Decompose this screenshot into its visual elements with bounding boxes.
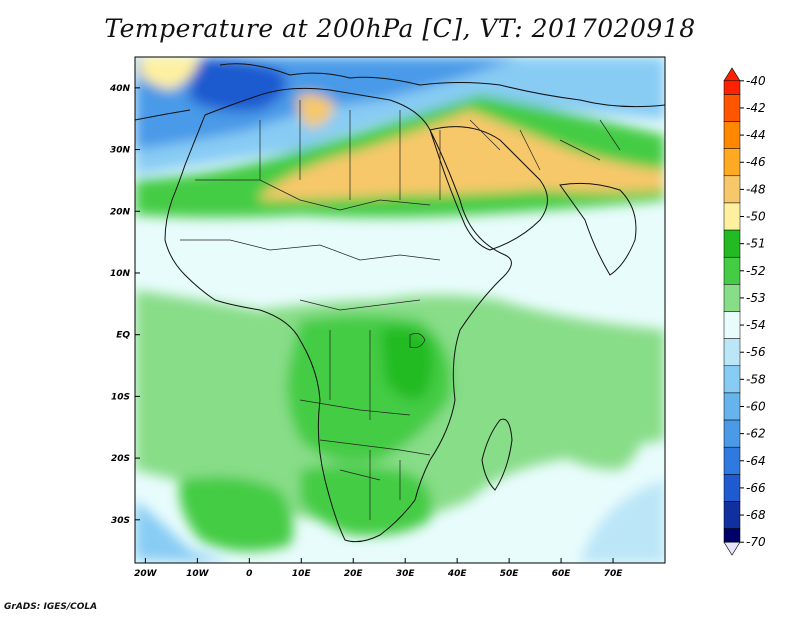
colorbar-label: -60: [746, 399, 766, 413]
colorbar-label: -40: [746, 74, 766, 88]
x-tick-label: 0: [246, 569, 252, 579]
colorbar-swatch: [723, 94, 741, 122]
colorbar-swatch: [723, 419, 741, 448]
x-tick-label: 10W: [186, 569, 210, 579]
colorbar-swatch: [723, 338, 741, 367]
x-axis: 20W 10W 0 10E 20E 30E 40E 50E 60E 70E: [134, 558, 623, 579]
colorbar-label: -50: [746, 210, 766, 224]
y-tick-label: 30N: [110, 146, 131, 156]
colorbar-swatch: [723, 229, 741, 258]
colorbar-swatch: [723, 80, 741, 95]
field-zone-east-pale: [500, 245, 628, 300]
colorbar-swatch: [723, 392, 741, 421]
y-tick-label: 20S: [111, 454, 130, 464]
x-tick-label: 40E: [447, 569, 468, 579]
x-tick-label: 60E: [552, 569, 572, 579]
y-tick-label: 10N: [110, 269, 131, 279]
colorbar-max-arrow: [723, 67, 741, 82]
colorbar-swatch: [723, 528, 741, 543]
africa-coastline: [164, 87, 512, 543]
x-tick-label: 20E: [344, 569, 364, 579]
border-sahel: [180, 239, 441, 261]
colorbar-swatch: [723, 284, 741, 312]
field-patch-atlas-warm: [297, 93, 335, 128]
arabian-peninsula-coastline: [429, 126, 548, 251]
x-tick-label: 70E: [604, 569, 624, 579]
colorbar-swatch: [723, 175, 741, 204]
y-tick-label: 10S: [111, 392, 130, 402]
border-central: [299, 299, 421, 420]
colorbar-label: -48: [746, 182, 766, 196]
field-core-rift-valley: [380, 326, 434, 400]
colorbar-swatch: [723, 365, 741, 394]
x-tick-label: 10E: [292, 569, 312, 579]
country-borders: [180, 100, 621, 520]
y-axis: 40N 30N 20N 10N EQ 10S 20S 30S: [109, 84, 140, 526]
y-tick-label: 30S: [111, 516, 130, 526]
border-sahara: [195, 179, 431, 211]
y-tick-label: 20N: [110, 207, 131, 217]
field-core-north-coldest: [190, 58, 287, 112]
x-tick-label: 50E: [500, 569, 520, 579]
colorbar-swatch: [723, 148, 741, 177]
colorbar-label: -46: [746, 155, 766, 169]
colorbar-swatch: [723, 256, 741, 285]
colorbar-label: -53: [746, 291, 766, 305]
field-zone-indian-ocean: [540, 387, 643, 470]
border-middle-east: [469, 119, 621, 171]
colorbar-label: -66: [746, 481, 766, 495]
colorbar-label: -44: [746, 128, 766, 142]
colorbar-min-arrow: [723, 541, 741, 556]
europe-coastline: [135, 63, 665, 121]
colorbar: -40 -42 -44 -46 -48 -50 -51 -52 -53 -54 -56 -58 -60 -…: [723, 67, 766, 556]
field-zone-south-atlantic: [179, 476, 294, 552]
lake-victoria: [409, 333, 426, 349]
colorbar-swatch: [723, 121, 741, 149]
colorbar-label: -56: [746, 345, 766, 359]
colorbar-label: -52: [746, 264, 766, 278]
colorbar-label: -70: [746, 535, 766, 549]
field-patch-atlantic-warm: [140, 57, 200, 90]
plot-frame: [134, 56, 666, 564]
border-south: [319, 439, 431, 520]
madagascar-coastline: [481, 418, 513, 491]
y-tick-label: EQ: [116, 331, 130, 341]
colorbar-swatch: [723, 311, 741, 339]
grads-credit: GrADS: IGES/COLA: [4, 602, 98, 612]
coastlines: [135, 63, 665, 543]
x-tick-label: 20W: [134, 569, 158, 579]
colorbar-label: -68: [746, 508, 766, 522]
colorbar-swatch: [723, 202, 741, 231]
colorbar-label: -42: [746, 101, 766, 115]
colorbar-label: -58: [746, 372, 766, 386]
y-tick-label: 40N: [109, 84, 131, 94]
colorbar-label: -64: [746, 454, 766, 468]
colorbar-label: -62: [746, 427, 766, 441]
temperature-field: [135, 57, 665, 563]
map-title: Temperature at 200hPa [C], VT: 201702091…: [104, 14, 696, 43]
border-north: [259, 100, 441, 200]
colorbar-label: -54: [746, 318, 766, 332]
field-zone-southeast-cool: [580, 480, 665, 563]
colorbar-swatch: [723, 501, 741, 529]
field-zone-south-cool: [135, 500, 230, 563]
colorbar-swatch: [723, 474, 741, 502]
colorbar-label: -51: [746, 237, 766, 251]
india-coastline: [559, 182, 637, 276]
x-tick-label: 30E: [396, 569, 416, 579]
field-band-subtropical-warm: [260, 110, 665, 200]
colorbar-swatch: [723, 446, 741, 475]
